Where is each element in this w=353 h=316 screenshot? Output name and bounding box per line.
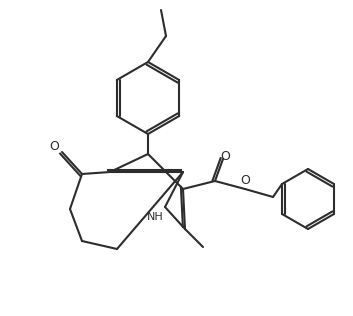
Text: O: O xyxy=(49,141,59,154)
Text: O: O xyxy=(240,174,250,187)
Text: NH: NH xyxy=(146,212,163,222)
Text: O: O xyxy=(220,150,230,163)
